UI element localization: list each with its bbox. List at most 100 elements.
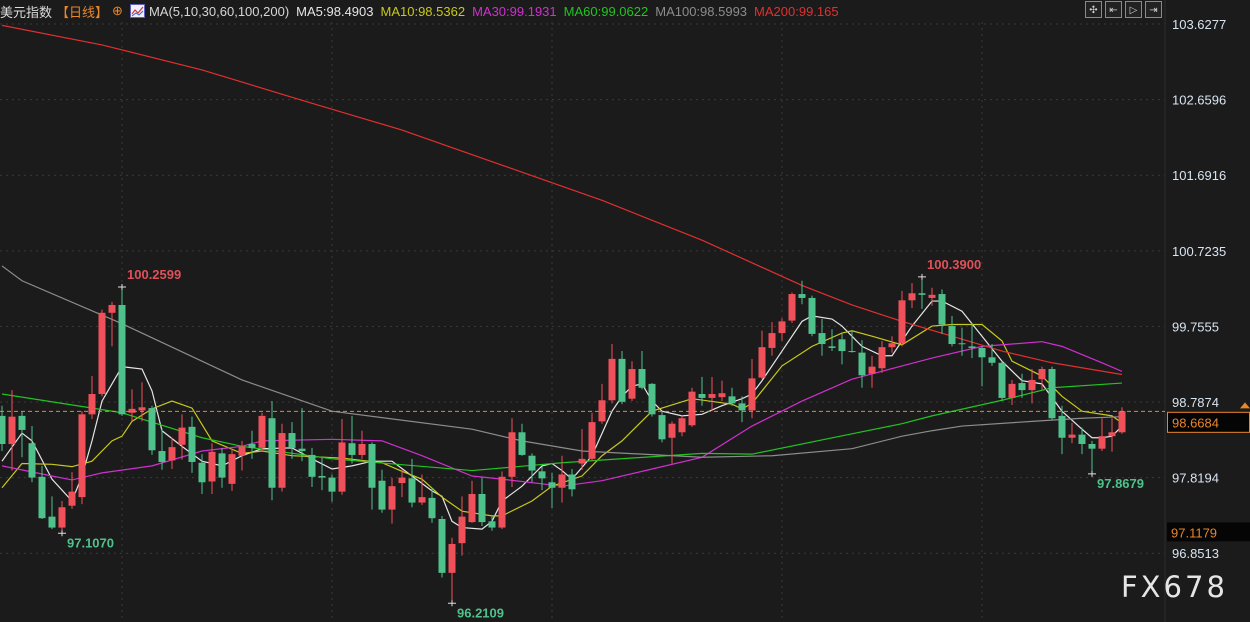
candle[interactable] [458, 496, 466, 556]
price-alert-arrow-icon[interactable] [1240, 402, 1250, 409]
candle[interactable] [288, 422, 296, 459]
candle[interactable] [788, 292, 796, 323]
candle[interactable] [758, 330, 766, 380]
candle[interactable] [628, 361, 636, 402]
candle[interactable] [378, 469, 386, 513]
candle[interactable] [48, 496, 56, 530]
candle[interactable] [1058, 405, 1066, 455]
candle[interactable] [738, 396, 746, 423]
candle[interactable] [448, 537, 456, 604]
candle[interactable] [828, 329, 836, 352]
candle[interactable] [678, 415, 686, 437]
play-step-icon[interactable]: ▷ [1125, 1, 1142, 18]
candle[interactable] [528, 453, 536, 483]
candle[interactable] [868, 355, 876, 388]
candle[interactable] [1098, 418, 1106, 452]
candle[interactable] [68, 472, 76, 509]
candle[interactable] [928, 287, 936, 306]
move-crosshair-icon[interactable]: ✣ [1085, 1, 1102, 18]
candle[interactable] [778, 318, 786, 341]
candle[interactable] [748, 358, 756, 419]
candle[interactable] [818, 319, 826, 356]
candle[interactable] [888, 336, 896, 353]
candle[interactable] [118, 287, 126, 416]
candle[interactable] [308, 447, 316, 487]
candle[interactable] [1008, 379, 1016, 405]
candle[interactable] [248, 430, 256, 459]
candle[interactable] [388, 477, 396, 524]
candle[interactable] [1088, 440, 1096, 474]
candle[interactable] [578, 429, 586, 470]
candle[interactable] [588, 412, 596, 462]
candle[interactable] [698, 376, 706, 406]
candle[interactable] [348, 415, 356, 464]
candle[interactable] [168, 437, 176, 469]
candle[interactable] [658, 411, 666, 443]
candle[interactable] [278, 423, 286, 492]
candle[interactable] [1028, 369, 1036, 404]
candle[interactable] [0, 405, 6, 452]
candle[interactable] [1108, 418, 1116, 452]
candle[interactable] [598, 383, 606, 424]
candle[interactable] [518, 423, 526, 456]
candle[interactable] [618, 351, 626, 405]
zoom-range-icon[interactable]: ⇤ [1105, 1, 1122, 18]
candle[interactable] [768, 322, 776, 356]
candle[interactable] [198, 454, 206, 494]
candle[interactable] [188, 416, 196, 473]
candle[interactable] [438, 515, 446, 578]
candle[interactable] [668, 421, 676, 464]
candle[interactable] [638, 351, 646, 390]
candle[interactable] [988, 344, 996, 366]
candle[interactable] [208, 443, 216, 494]
candle[interactable] [78, 411, 86, 505]
candle[interactable] [158, 428, 166, 470]
candle[interactable] [268, 401, 276, 501]
candle[interactable] [138, 382, 146, 422]
candle[interactable] [338, 419, 346, 495]
candle[interactable] [838, 333, 846, 365]
candle[interactable] [508, 418, 516, 487]
crosshair-circle-icon[interactable]: ⊕ [112, 3, 123, 18]
candle[interactable] [708, 376, 716, 412]
candle[interactable] [968, 322, 976, 359]
candle[interactable] [398, 469, 406, 498]
candle[interactable] [858, 340, 866, 388]
candle[interactable] [918, 276, 926, 309]
candle[interactable] [1068, 422, 1076, 444]
candle[interactable] [1078, 427, 1086, 455]
candle[interactable] [488, 515, 496, 531]
candle[interactable] [258, 412, 266, 452]
candle[interactable] [998, 361, 1006, 402]
candle[interactable] [228, 448, 236, 491]
candle[interactable] [58, 501, 66, 534]
candle[interactable] [908, 283, 916, 309]
candle[interactable] [938, 289, 946, 334]
candle[interactable] [218, 447, 226, 488]
candle[interactable] [408, 458, 416, 508]
candle[interactable] [108, 301, 116, 347]
candle[interactable] [178, 414, 186, 460]
candle[interactable] [568, 468, 576, 497]
jump-end-icon[interactable]: ⇥ [1145, 1, 1162, 18]
candle[interactable] [808, 295, 816, 337]
candle[interactable] [688, 387, 696, 427]
line-chart-icon[interactable] [129, 4, 145, 18]
candle[interactable] [38, 465, 46, 519]
period-selector[interactable]: 【日线】 [56, 4, 109, 20]
candle[interactable] [18, 411, 26, 458]
candle[interactable] [98, 309, 106, 397]
candle[interactable] [148, 405, 156, 455]
candle[interactable] [798, 280, 806, 305]
candle[interactable] [728, 387, 736, 406]
candle[interactable] [88, 376, 96, 420]
candle[interactable] [958, 327, 966, 356]
candle[interactable] [368, 442, 376, 510]
candle[interactable] [318, 458, 326, 491]
candle[interactable] [1038, 366, 1046, 391]
candle[interactable] [8, 390, 16, 471]
candle[interactable] [428, 487, 436, 523]
indicator-params[interactable]: MA(5,10,30,60,100,200) [148, 3, 290, 19]
candle[interactable] [238, 440, 246, 471]
